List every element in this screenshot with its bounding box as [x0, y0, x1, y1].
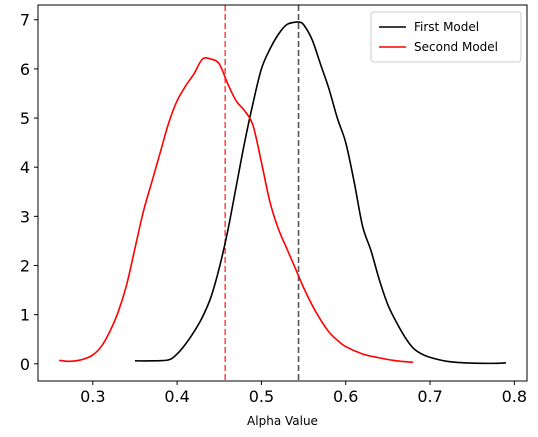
x-tick-label: 0.8: [502, 387, 527, 406]
x-axis-label: Alpha Value: [247, 414, 318, 428]
y-tick-label: 2: [20, 256, 30, 275]
y-axis-ticks: 0 1 2 3 4 5 6 7: [20, 11, 38, 374]
y-tick-label: 5: [20, 109, 30, 128]
x-axis-ticks: 0.3 0.4 0.5 0.6 0.7 0.8: [80, 381, 527, 406]
x-tick-label: 0.5: [249, 387, 274, 406]
legend-box: [370, 11, 522, 63]
y-tick-label: 7: [20, 11, 30, 30]
y-tick-label: 1: [20, 306, 30, 325]
legend-label: Second Model: [414, 40, 498, 54]
y-tick-label: 3: [20, 207, 30, 226]
series-line-1: [134, 21, 506, 365]
mean-lines: [224, 5, 300, 381]
series-lines: [58, 21, 506, 365]
y-tick-label: 4: [20, 158, 30, 177]
x-tick-label: 0.7: [417, 387, 442, 406]
x-tick-label: 0.6: [333, 387, 358, 406]
series-line-2: [58, 56, 414, 364]
legend-items: First Model Second Model: [379, 20, 498, 54]
legend: First Model Second Model: [370, 11, 522, 63]
x-tick-label: 0.3: [80, 387, 105, 406]
y-tick-label: 6: [20, 60, 30, 79]
x-tick-label: 0.4: [164, 387, 189, 406]
y-tick-label: 0: [20, 355, 30, 374]
plot-frame: [37, 4, 528, 382]
legend-label: First Model: [414, 20, 479, 34]
